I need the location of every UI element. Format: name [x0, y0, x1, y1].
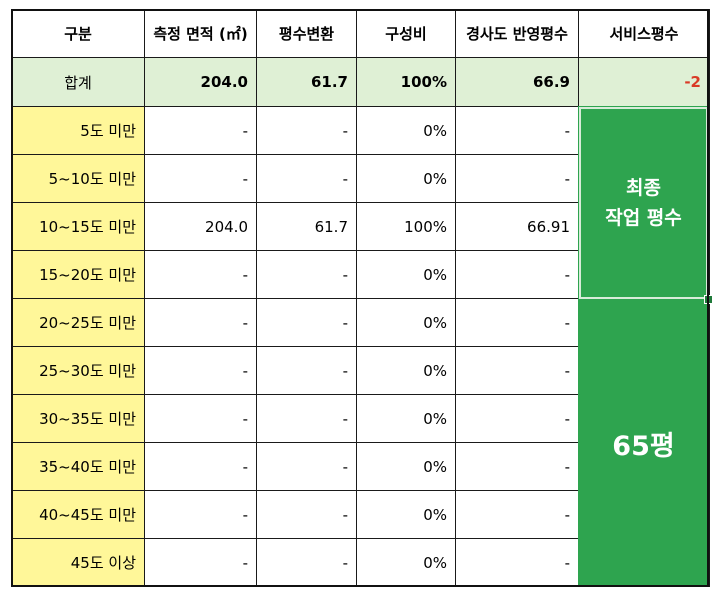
- row-label[interactable]: 5~10도 미만: [11, 154, 145, 203]
- row-pyeong[interactable]: -: [256, 298, 357, 347]
- result-area-box[interactable]: 65평: [578, 300, 709, 587]
- row-slope-pyeong[interactable]: -: [455, 490, 579, 539]
- row-slope-pyeong[interactable]: 66.91: [455, 202, 579, 251]
- row-area[interactable]: -: [144, 490, 257, 539]
- row-ratio[interactable]: 0%: [356, 538, 456, 587]
- row-area[interactable]: -: [144, 250, 257, 299]
- total-service[interactable]: -2: [578, 57, 710, 107]
- row-pyeong[interactable]: -: [256, 490, 357, 539]
- row-pyeong[interactable]: -: [256, 154, 357, 203]
- total-slope-pyeong[interactable]: 66.9: [455, 57, 579, 107]
- row-label[interactable]: 30~35도 미만: [11, 394, 145, 443]
- final-label-line2: 작업 평수: [605, 207, 682, 229]
- row-pyeong[interactable]: -: [256, 106, 357, 155]
- final-label-line1: 최종: [626, 177, 661, 199]
- row-ratio[interactable]: 0%: [356, 106, 456, 155]
- total-pyeong[interactable]: 61.7: [256, 57, 357, 107]
- total-label[interactable]: 합계: [11, 57, 145, 107]
- header-category[interactable]: 구분: [11, 9, 145, 58]
- row-pyeong[interactable]: -: [256, 250, 357, 299]
- row-pyeong[interactable]: -: [256, 394, 357, 443]
- row-ratio[interactable]: 0%: [356, 346, 456, 395]
- row-label[interactable]: 20~25도 미만: [11, 298, 145, 347]
- row-ratio[interactable]: 0%: [356, 298, 456, 347]
- total-row: 합계 204.0 61.7 100% 66.9 -2: [11, 57, 710, 107]
- row-area[interactable]: -: [144, 298, 257, 347]
- row-area[interactable]: 204.0: [144, 202, 257, 251]
- header-row: 구분 측정 면적 (㎡) 평수변환 구성비 경사도 반영평수 서비스평수: [11, 9, 710, 58]
- row-pyeong[interactable]: 61.7: [256, 202, 357, 251]
- row-slope-pyeong[interactable]: -: [455, 106, 579, 155]
- row-ratio[interactable]: 100%: [356, 202, 456, 251]
- row-area[interactable]: -: [144, 106, 257, 155]
- fill-handle[interactable]: [704, 295, 713, 304]
- row-slope-pyeong[interactable]: -: [455, 154, 579, 203]
- row-pyeong[interactable]: -: [256, 538, 357, 587]
- row-label[interactable]: 35~40도 미만: [11, 442, 145, 491]
- row-label[interactable]: 45도 이상: [11, 538, 145, 587]
- row-slope-pyeong[interactable]: -: [455, 538, 579, 587]
- row-ratio[interactable]: 0%: [356, 154, 456, 203]
- row-slope-pyeong[interactable]: -: [455, 394, 579, 443]
- total-area[interactable]: 204.0: [144, 57, 257, 107]
- header-ratio[interactable]: 구성비: [356, 9, 456, 58]
- header-slope-pyeong[interactable]: 경사도 반영평수: [455, 9, 579, 58]
- row-slope-pyeong[interactable]: -: [455, 298, 579, 347]
- row-area[interactable]: -: [144, 154, 257, 203]
- row-slope-pyeong[interactable]: -: [455, 346, 579, 395]
- row-ratio[interactable]: 0%: [356, 442, 456, 491]
- row-label[interactable]: 25~30도 미만: [11, 346, 145, 395]
- row-ratio[interactable]: 0%: [356, 250, 456, 299]
- row-area[interactable]: -: [144, 442, 257, 491]
- row-label[interactable]: 15~20도 미만: [11, 250, 145, 299]
- final-work-area-box[interactable]: 최종 작업 평수: [578, 106, 709, 300]
- row-label[interactable]: 10~15도 미만: [11, 202, 145, 251]
- row-slope-pyeong[interactable]: -: [455, 250, 579, 299]
- row-area[interactable]: -: [144, 538, 257, 587]
- result-area-value: 65평: [612, 431, 675, 462]
- row-area[interactable]: -: [144, 394, 257, 443]
- total-ratio[interactable]: 100%: [356, 57, 456, 107]
- row-label[interactable]: 40~45도 미만: [11, 490, 145, 539]
- header-service[interactable]: 서비스평수: [578, 9, 710, 58]
- spreadsheet: 구분 측정 면적 (㎡) 평수변환 구성비 경사도 반영평수 서비스평수 합계 …: [11, 9, 713, 587]
- row-pyeong[interactable]: -: [256, 346, 357, 395]
- header-pyeong[interactable]: 평수변환: [256, 9, 357, 58]
- row-label[interactable]: 5도 미만: [11, 106, 145, 155]
- row-pyeong[interactable]: -: [256, 442, 357, 491]
- row-ratio[interactable]: 0%: [356, 490, 456, 539]
- header-area[interactable]: 측정 면적 (㎡): [144, 9, 257, 58]
- final-work-area-label: 최종 작업 평수: [605, 173, 682, 233]
- row-slope-pyeong[interactable]: -: [455, 442, 579, 491]
- row-ratio[interactable]: 0%: [356, 394, 456, 443]
- row-area[interactable]: -: [144, 346, 257, 395]
